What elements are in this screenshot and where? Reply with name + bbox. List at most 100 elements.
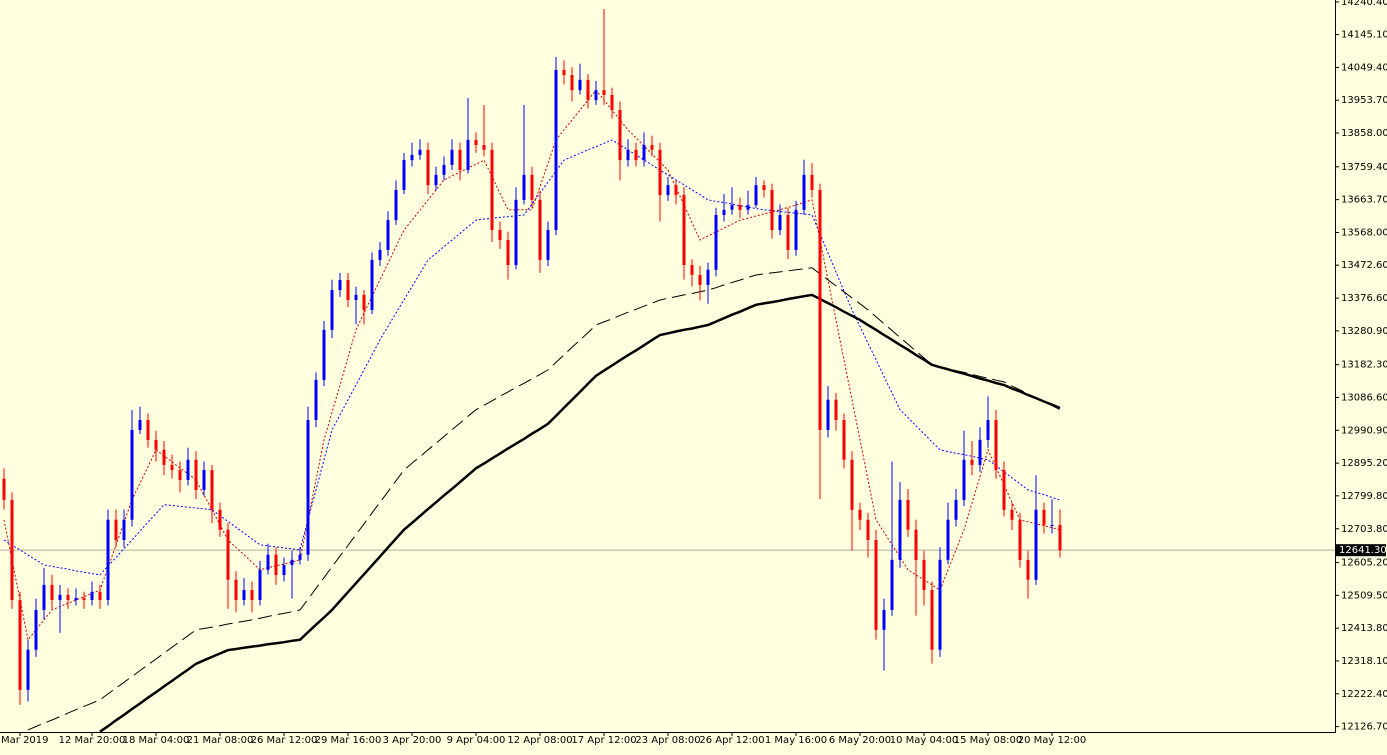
y-tick-label: 13759.40	[1341, 162, 1387, 173]
candle-body	[762, 185, 766, 190]
candle-body	[186, 459, 190, 480]
candle-body	[530, 174, 534, 200]
y-tick-label: 12895.20	[1341, 458, 1387, 469]
candle-body	[746, 205, 750, 210]
x-tick-label: 7 Mar 2019	[0, 735, 49, 746]
ma-line	[3, 139, 1061, 576]
candle-body	[194, 459, 198, 490]
x-tick-label: 20 May 12:00	[1018, 735, 1087, 746]
y-tick-label: 13376.60	[1341, 293, 1387, 304]
y-tick-label: 12509.50	[1341, 590, 1387, 601]
x-tick-label: 15 May 08:00	[954, 735, 1023, 746]
x-tick-label: 12 Mar 20:00	[59, 735, 126, 746]
candle-body	[402, 160, 406, 190]
y-tick-label: 14145.10	[1341, 30, 1387, 41]
candle-body	[970, 459, 974, 465]
y-tick-label: 13663.70	[1341, 195, 1387, 206]
last-price-box	[1336, 544, 1386, 557]
x-tick-label: 12 Apr 08:00	[507, 735, 572, 746]
candle-body	[466, 139, 470, 171]
candle-body	[706, 269, 710, 285]
candle-body	[266, 554, 270, 570]
candle-body	[634, 149, 638, 161]
y-tick-label: 12126.70	[1341, 722, 1387, 733]
y-tick-label: 13280.90	[1341, 326, 1387, 337]
candle-body	[378, 249, 382, 260]
y-tick-label: 13858.00	[1341, 128, 1387, 139]
candle-body	[714, 214, 718, 270]
x-tick-label: 3 Apr 20:00	[383, 735, 442, 746]
candle-body	[810, 174, 814, 190]
candle-body	[546, 230, 550, 260]
candle-body	[570, 75, 574, 91]
candle-body	[586, 79, 590, 101]
candle-body	[274, 554, 278, 575]
candle-body	[114, 519, 118, 540]
candle-body	[650, 145, 654, 150]
candle-body	[410, 154, 414, 161]
candle-body	[434, 174, 438, 186]
candle-body	[906, 499, 910, 530]
candle-body	[642, 145, 646, 161]
x-tick-label: 26 Mar 12:00	[251, 735, 318, 746]
candle-body	[1002, 470, 1006, 510]
candle-body	[898, 499, 902, 560]
candle-body	[890, 559, 894, 610]
candle-body	[882, 609, 886, 630]
x-tick-label: 23 Apr 08:00	[635, 735, 700, 746]
candle-body	[138, 420, 142, 430]
y-tick-label: 13182.30	[1341, 360, 1387, 371]
candle-body	[354, 294, 358, 300]
candle-body	[106, 519, 110, 600]
candle-body	[538, 199, 542, 260]
candle-body	[674, 185, 678, 196]
candle-body	[874, 540, 878, 630]
candle-body	[226, 529, 230, 580]
candle-body	[66, 594, 70, 600]
y-tick-label: 14049.40	[1341, 62, 1387, 73]
candle-body	[322, 329, 326, 380]
candle-body	[682, 195, 686, 266]
candle-body	[722, 209, 726, 215]
candle-body	[626, 149, 630, 161]
ma-line	[99, 293, 1061, 733]
y-tick-label: 13086.60	[1341, 393, 1387, 404]
candle-body	[442, 164, 446, 175]
candle-body	[154, 439, 158, 450]
ma-line	[3, 89, 1061, 641]
candle-body	[658, 149, 662, 196]
candle-body	[994, 420, 998, 471]
y-tick-label: 13568.00	[1341, 227, 1387, 238]
x-tick-label: 18 Mar 04:00	[123, 735, 190, 746]
candle-body	[474, 139, 478, 146]
y-tick-label: 13472.60	[1341, 260, 1387, 271]
candle-body	[818, 189, 822, 430]
candle-body	[490, 149, 494, 231]
candle-body	[578, 79, 582, 91]
candle-body	[1042, 509, 1046, 525]
candle-body	[306, 420, 310, 555]
candle-body	[778, 214, 782, 231]
x-tick-label: 9 Apr 04:00	[447, 735, 506, 746]
candle-body	[786, 214, 790, 250]
candle-body	[842, 420, 846, 460]
candle-body	[74, 597, 78, 600]
candle-body	[338, 280, 342, 291]
candle-body	[330, 290, 334, 330]
candle-body	[458, 149, 462, 171]
candle-body	[794, 209, 798, 250]
candle-body	[162, 449, 166, 465]
candle-body	[250, 590, 254, 600]
candle-body	[770, 189, 774, 231]
candle-body	[498, 230, 502, 240]
candle-body	[202, 470, 206, 490]
candle-body	[386, 220, 390, 250]
last-price-label: 12641.30	[1339, 545, 1387, 556]
candle-body	[10, 499, 14, 600]
candle-body	[242, 590, 246, 600]
candle-body	[730, 205, 734, 210]
y-tick-label: 14240.40	[1341, 0, 1387, 8]
candle-body	[1050, 524, 1054, 526]
